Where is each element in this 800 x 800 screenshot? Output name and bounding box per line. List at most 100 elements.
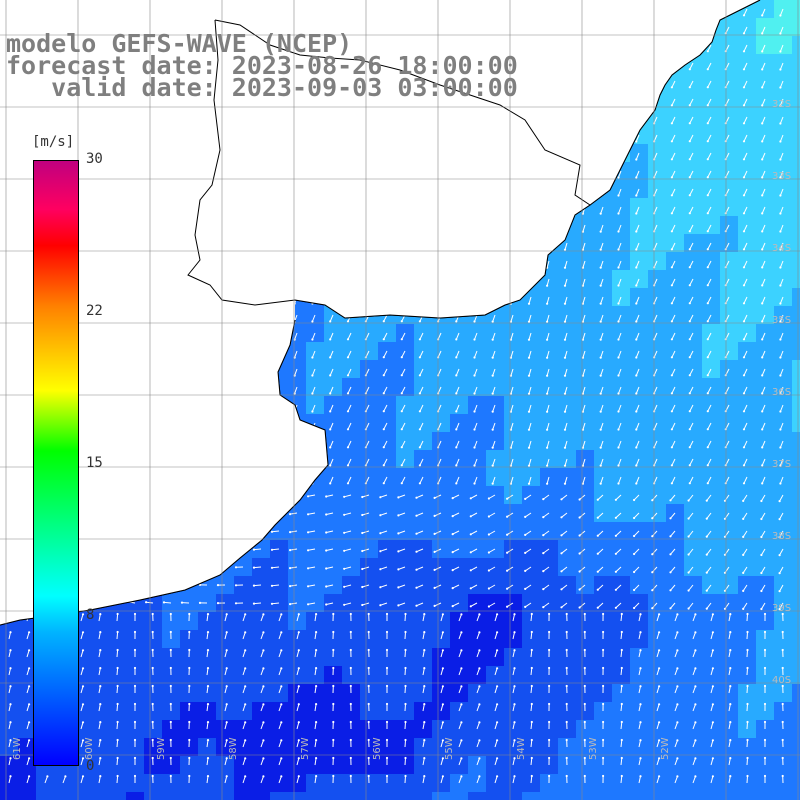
wind-arrow <box>688 584 694 591</box>
wind-arrow <box>743 188 748 196</box>
wind-arrow-head <box>180 601 184 604</box>
wind-arrow-head <box>688 194 691 197</box>
wind-arrow-head <box>742 428 746 431</box>
wind-cell <box>486 792 504 800</box>
wind-arrow <box>597 548 604 555</box>
wind-arrow-head <box>670 410 674 413</box>
wind-arrow <box>651 512 658 519</box>
wind-arrow <box>271 602 280 605</box>
wind-arrow <box>365 332 370 340</box>
wind-arrow-head <box>329 392 332 395</box>
wind-arrow-head <box>509 374 512 377</box>
wind-arrow <box>294 368 298 376</box>
wind-arrow <box>419 332 424 340</box>
wind-arrow-head <box>578 498 581 501</box>
wind-arrow <box>383 386 388 394</box>
wind-arrow-head <box>546 302 549 305</box>
wind-arrow-head <box>761 32 764 35</box>
wind-arrow-head <box>599 338 602 341</box>
wind-arrow <box>564 332 568 340</box>
wind-arrow <box>760 494 766 502</box>
wind-arrow <box>452 566 460 571</box>
wind-arrow-head <box>688 212 691 215</box>
wind-arrow-head <box>379 532 382 535</box>
wind-arrow-head <box>651 553 654 556</box>
wind-arrow <box>329 476 334 484</box>
wind-arrow <box>725 26 730 34</box>
wind-arrow <box>597 530 604 537</box>
wind-arrow-head <box>635 410 638 413</box>
wind-cell <box>792 54 800 72</box>
wind-arrow <box>707 224 712 232</box>
wind-cell <box>126 792 144 800</box>
wind-arrow-head <box>400 410 403 413</box>
wind-arrow-head <box>400 374 403 377</box>
wind-arrow-head <box>670 104 674 107</box>
wind-arrow <box>437 404 442 412</box>
wind-arrow-head <box>670 284 674 287</box>
wind-arrow <box>564 260 568 268</box>
wind-arrow <box>689 422 694 430</box>
wind-arrow <box>398 602 406 606</box>
wind-arrow-head <box>779 248 782 251</box>
wind-arrow-head <box>527 446 531 449</box>
wind-arrow-head <box>778 590 781 593</box>
wind-arrow <box>290 602 298 605</box>
wind-arrow <box>671 98 676 106</box>
wind-arrow-head <box>455 446 458 449</box>
wind-cell <box>792 90 800 108</box>
wind-arrow <box>635 332 640 340</box>
wind-arrow-head <box>633 588 636 592</box>
wind-arrow <box>689 368 694 376</box>
wind-arrow <box>528 368 532 376</box>
wind-arrow-head <box>633 570 636 574</box>
wind-arrow-head <box>382 410 385 413</box>
wind-arrow-head <box>563 410 567 413</box>
wind-arrow <box>326 548 334 551</box>
wind-arrow-head <box>651 499 654 502</box>
wind-arrow-head <box>688 482 691 485</box>
wind-cell <box>774 792 792 800</box>
wind-arrow-head <box>329 428 332 431</box>
wind-arrow-head <box>578 588 581 591</box>
wind-arrow <box>618 206 622 214</box>
wind-arrow <box>761 458 766 466</box>
wind-arrow <box>618 386 622 394</box>
wind-arrow-head <box>779 266 782 269</box>
wind-arrow <box>290 548 298 551</box>
wind-arrow <box>543 566 550 572</box>
wind-arrow <box>347 476 352 484</box>
wind-arrow <box>743 26 748 34</box>
wind-arrow <box>582 476 586 484</box>
wind-arrow-head <box>670 158 674 161</box>
wind-arrow <box>618 404 622 412</box>
wind-arrow <box>743 278 748 286</box>
wind-arrow <box>253 548 262 551</box>
wind-arrow-head <box>346 482 350 485</box>
wind-arrow-head <box>491 410 494 413</box>
wind-arrow-head <box>455 320 458 323</box>
wind-arrow <box>510 314 514 322</box>
wind-arrow <box>362 602 370 606</box>
wind-arrow <box>383 350 388 358</box>
wind-arrow <box>344 548 352 552</box>
wind-arrow <box>743 44 748 52</box>
wind-arrow <box>743 458 748 466</box>
wind-arrow-head <box>397 550 400 553</box>
wind-arrow-head <box>760 517 763 521</box>
wind-arrow <box>600 278 604 286</box>
wind-arrow <box>401 404 406 412</box>
wind-arrow-head <box>346 464 350 467</box>
wind-arrow-head <box>491 338 494 341</box>
wind-arrow-head <box>670 302 674 305</box>
wind-arrow-head <box>563 320 567 323</box>
wind-arrow <box>724 584 730 592</box>
wind-arrow-head <box>527 392 531 395</box>
wind-arrow-head <box>400 320 403 323</box>
wind-arrow-head <box>779 86 782 89</box>
wind-arrow-head <box>415 604 418 607</box>
wind-arrow-head <box>346 356 350 359</box>
wind-arrow-head <box>670 266 674 269</box>
wind-arrow <box>618 314 622 322</box>
wind-arrow-head <box>560 588 563 591</box>
